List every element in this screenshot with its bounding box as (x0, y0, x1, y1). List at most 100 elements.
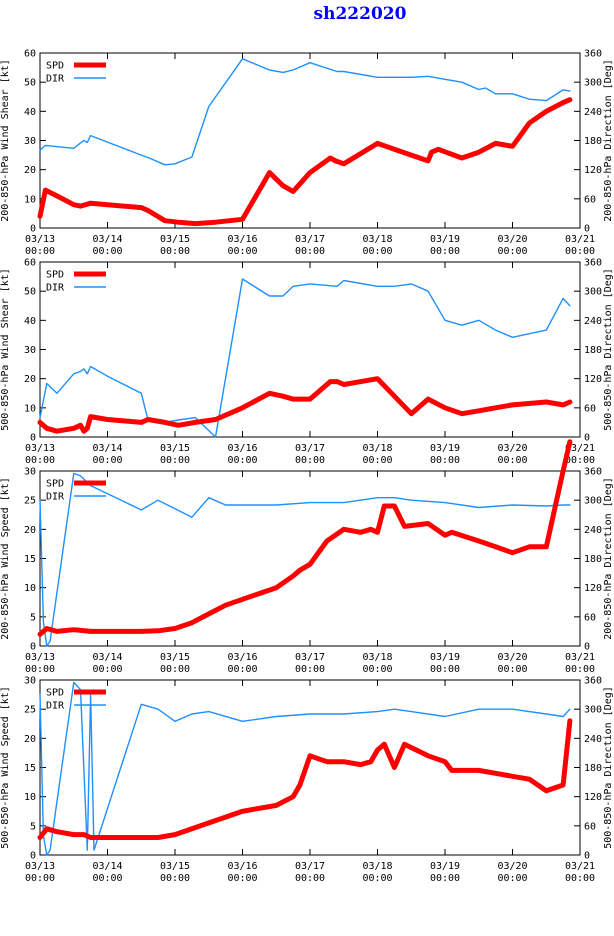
x-tick-label: 03/18 00:00 (362, 861, 392, 884)
y-right-axis-label: 500-850-hPa Direction [Deg] (603, 686, 614, 849)
x-tick-label: 03/17 00:00 (295, 234, 325, 257)
y-left-tick-label: 40 (24, 107, 36, 118)
series-line-dir (39, 681, 571, 856)
x-tick-label: 03/20 00:00 (497, 443, 527, 466)
y-right-tick-label: 360 (584, 49, 602, 60)
x-tick-label: 03/21 00:00 (565, 234, 595, 257)
y-right-tick-label: 180 (584, 554, 602, 565)
x-tick-label: 03/15 00:00 (160, 234, 190, 257)
y-right-tick-label: 300 (584, 496, 602, 507)
x-tick-label: 03/13 00:00 (25, 443, 55, 466)
y-right-tick-label: 0 (584, 224, 590, 235)
y-left-tick-label: 30 (24, 345, 36, 356)
legend-label-dir: DIR (46, 283, 65, 294)
plot-frame (39, 470, 581, 647)
panel-1: 0 10 20 30 40 50 60 0 60 120 180 240 300 360 03/13 00:0… (0, 49, 614, 258)
x-tick-label: 03/13 00:00 (25, 861, 55, 884)
y-right-tick-label: 180 (584, 763, 602, 774)
y-right-tick-label: 0 (584, 433, 590, 444)
y-right-tick-label: 360 (584, 258, 602, 269)
y-right-tick-label: 120 (584, 792, 602, 803)
x-tick-label: 03/19 00:00 (430, 861, 460, 884)
y-left-tick-label: 0 (30, 851, 36, 862)
x-tick-label: 03/20 00:00 (497, 861, 527, 884)
series-line-spd (37, 439, 573, 637)
y-left-tick-label: 40 (24, 316, 36, 327)
x-tick-label: 03/17 00:00 (295, 861, 325, 884)
y-right-tick-label: 60 (584, 194, 596, 205)
y-left-tick-label: 30 (24, 676, 36, 687)
x-tick-label: 03/16 00:00 (227, 443, 257, 466)
series-line-spd (37, 718, 573, 840)
x-tick-label: 03/18 00:00 (362, 234, 392, 257)
panel-2: 0 10 20 30 40 50 60 0 60 120 180 240 300 360 03/13 00:0… (0, 258, 614, 467)
y-left-tick-label: 30 (24, 136, 36, 147)
x-tick-label: 03/21 00:00 (565, 652, 595, 675)
x-tick-label: 03/14 00:00 (92, 652, 122, 675)
legend-label-dir: DIR (46, 492, 65, 503)
y-right-tick-label: 60 (584, 403, 596, 414)
x-tick-label: 03/13 00:00 (25, 234, 55, 257)
x-tick-label: 03/19 00:00 (430, 443, 460, 466)
legend-label-dir: DIR (46, 74, 65, 85)
legend-label-dir: DIR (46, 701, 65, 712)
series-line-spd (37, 97, 573, 227)
y-right-tick-label: 60 (584, 612, 596, 623)
y-left-tick-label: 10 (24, 583, 36, 594)
y-left-tick-label: 0 (30, 224, 36, 235)
y-right-tick-label: 300 (584, 287, 602, 298)
y-left-axis-label: 200-850-hPa Wind Speed [kt] (0, 477, 11, 640)
x-tick-label: 03/21 00:00 (565, 443, 595, 466)
x-tick-label: 03/14 00:00 (92, 861, 122, 884)
y-left-tick-label: 20 (24, 374, 36, 385)
x-tick-label: 03/16 00:00 (227, 234, 257, 257)
y-left-tick-label: 20 (24, 734, 36, 745)
x-tick-label: 03/16 00:00 (227, 861, 257, 884)
y-left-tick-label: 10 (24, 194, 36, 205)
x-tick-label: 03/19 00:00 (430, 234, 460, 257)
y-right-tick-label: 300 (584, 705, 602, 716)
y-right-axis-label: 200-850-hPa Direction [Deg] (603, 477, 614, 640)
y-left-tick-label: 0 (30, 433, 36, 444)
y-left-tick-label: 15 (24, 763, 36, 774)
y-right-tick-label: 240 (584, 525, 602, 536)
x-tick-label: 03/19 00:00 (430, 652, 460, 675)
y-right-tick-label: 0 (584, 851, 590, 862)
y-left-tick-label: 10 (24, 403, 36, 414)
y-left-tick-label: 50 (24, 287, 36, 298)
y-left-axis-label: 500-850-hPa Wind Speed [kt] (0, 686, 11, 849)
y-left-tick-label: 25 (24, 496, 36, 507)
series-line-dir (39, 58, 571, 166)
y-right-tick-label: 0 (584, 642, 590, 653)
x-tick-label: 03/21 00:00 (565, 861, 595, 884)
legend-label-spd: SPD (46, 61, 64, 72)
y-right-tick-label: 180 (584, 345, 602, 356)
series-line-spd (37, 376, 573, 434)
legend-label-spd: SPD (46, 688, 64, 699)
y-left-tick-label: 60 (24, 49, 36, 60)
y-left-tick-label: 5 (30, 821, 36, 832)
x-tick-label: 03/17 00:00 (295, 652, 325, 675)
series-line-dir (39, 278, 571, 438)
y-right-tick-label: 180 (584, 136, 602, 147)
y-left-tick-label: 15 (24, 554, 36, 565)
y-left-tick-label: 10 (24, 792, 36, 803)
x-tick-label: 03/14 00:00 (92, 234, 122, 257)
page-title: sh222020 (313, 4, 407, 24)
y-left-tick-label: 20 (24, 525, 36, 536)
x-tick-label: 03/16 00:00 (227, 652, 257, 675)
y-right-tick-label: 240 (584, 107, 602, 118)
series-line-dir (39, 472, 571, 647)
x-tick-label: 03/15 00:00 (160, 861, 190, 884)
y-left-tick-label: 30 (24, 467, 36, 478)
x-tick-label: 03/18 00:00 (362, 443, 392, 466)
y-right-axis-label: 500-850-hPa Direction [Deg] (603, 268, 614, 431)
plot-frame (39, 52, 581, 229)
y-right-axis-label: 200-850-hPa Direction [Deg] (603, 59, 614, 222)
legend-label-spd: SPD (46, 270, 64, 281)
y-right-tick-label: 360 (584, 467, 602, 478)
x-tick-label: 03/17 00:00 (295, 443, 325, 466)
y-left-tick-label: 0 (30, 642, 36, 653)
y-left-tick-label: 20 (24, 165, 36, 176)
